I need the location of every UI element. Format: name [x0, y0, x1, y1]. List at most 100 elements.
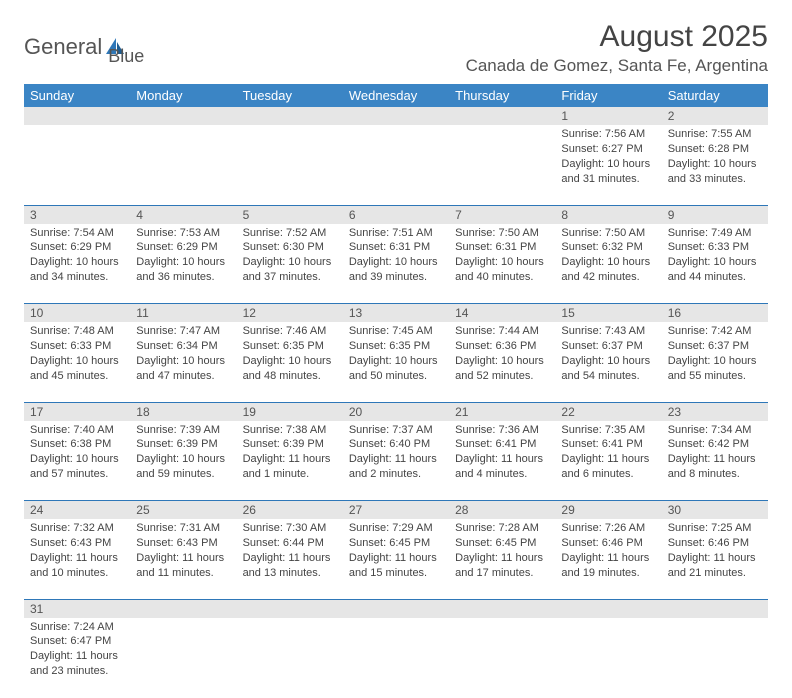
- week-content-row: Sunrise: 7:40 AMSunset: 6:38 PMDaylight:…: [24, 421, 768, 501]
- sunset-line: Sunset: 6:35 PM: [349, 339, 443, 354]
- daynum-cell: 27: [343, 501, 449, 520]
- day-cell: Sunrise: 7:25 AMSunset: 6:46 PMDaylight:…: [662, 519, 768, 599]
- sunset-line: Sunset: 6:42 PM: [668, 437, 762, 452]
- day-number: 25: [130, 501, 236, 519]
- sunset-line: Sunset: 6:32 PM: [561, 240, 655, 255]
- sunrise-line: Sunrise: 7:46 AM: [243, 324, 337, 339]
- sunrise-line: Sunrise: 7:31 AM: [136, 521, 230, 536]
- day-number: 8: [555, 206, 661, 224]
- sunset-line: Sunset: 6:45 PM: [455, 536, 549, 551]
- sunset-line: Sunset: 6:27 PM: [561, 142, 655, 157]
- day-cell: Sunrise: 7:36 AMSunset: 6:41 PMDaylight:…: [449, 421, 555, 501]
- location-subtitle: Canada de Gomez, Santa Fe, Argentina: [466, 56, 768, 76]
- day-cell-body: Sunrise: 7:49 AMSunset: 6:33 PMDaylight:…: [662, 224, 768, 289]
- sunset-line: Sunset: 6:30 PM: [243, 240, 337, 255]
- sunset-line: Sunset: 6:31 PM: [455, 240, 549, 255]
- sunrise-line: Sunrise: 7:48 AM: [30, 324, 124, 339]
- daynum-cell: [237, 599, 343, 618]
- daynum-cell: 21: [449, 402, 555, 421]
- day-cell-body: Sunrise: 7:25 AMSunset: 6:46 PMDaylight:…: [662, 519, 768, 584]
- day-cell: Sunrise: 7:38 AMSunset: 6:39 PMDaylight:…: [237, 421, 343, 501]
- day-cell-body: Sunrise: 7:47 AMSunset: 6:34 PMDaylight:…: [130, 322, 236, 387]
- day-cell: Sunrise: 7:49 AMSunset: 6:33 PMDaylight:…: [662, 224, 768, 304]
- week-daynum-row: 10111213141516: [24, 304, 768, 323]
- day-number: 20: [343, 403, 449, 421]
- daylight-line: Daylight: 10 hours and 31 minutes.: [561, 157, 655, 187]
- sunrise-line: Sunrise: 7:42 AM: [668, 324, 762, 339]
- daylight-line: Daylight: 11 hours and 6 minutes.: [561, 452, 655, 482]
- day-header-row: SundayMondayTuesdayWednesdayThursdayFrid…: [24, 84, 768, 107]
- day-cell-body: Sunrise: 7:46 AMSunset: 6:35 PMDaylight:…: [237, 322, 343, 387]
- day-number: 22: [555, 403, 661, 421]
- sunrise-line: Sunrise: 7:51 AM: [349, 226, 443, 241]
- daynum-cell: 30: [662, 501, 768, 520]
- sunrise-line: Sunrise: 7:45 AM: [349, 324, 443, 339]
- day-number: 16: [662, 304, 768, 322]
- daylight-line: Daylight: 11 hours and 23 minutes.: [30, 649, 124, 679]
- day-cell-body: Sunrise: 7:56 AMSunset: 6:27 PMDaylight:…: [555, 125, 661, 190]
- daynum-cell: 13: [343, 304, 449, 323]
- sunrise-line: Sunrise: 7:32 AM: [30, 521, 124, 536]
- daynum-cell: 5: [237, 205, 343, 224]
- day-cell: Sunrise: 7:44 AMSunset: 6:36 PMDaylight:…: [449, 322, 555, 402]
- daynum-cell: [24, 107, 130, 125]
- day-number: 13: [343, 304, 449, 322]
- day-cell-body: Sunrise: 7:37 AMSunset: 6:40 PMDaylight:…: [343, 421, 449, 486]
- daynum-cell: [449, 599, 555, 618]
- sunrise-line: Sunrise: 7:34 AM: [668, 423, 762, 438]
- sunrise-line: Sunrise: 7:43 AM: [561, 324, 655, 339]
- day-number: 29: [555, 501, 661, 519]
- sunset-line: Sunset: 6:33 PM: [668, 240, 762, 255]
- sunrise-line: Sunrise: 7:52 AM: [243, 226, 337, 241]
- day-cell: [343, 125, 449, 205]
- daylight-line: Daylight: 10 hours and 50 minutes.: [349, 354, 443, 384]
- daynum-cell: 19: [237, 402, 343, 421]
- daylight-line: Daylight: 10 hours and 42 minutes.: [561, 255, 655, 285]
- day-cell: Sunrise: 7:47 AMSunset: 6:34 PMDaylight:…: [130, 322, 236, 402]
- day-cell: [343, 618, 449, 698]
- brand-logo: General Blue: [24, 26, 144, 67]
- daylight-line: Daylight: 10 hours and 33 minutes.: [668, 157, 762, 187]
- daynum-cell: 8: [555, 205, 661, 224]
- sunset-line: Sunset: 6:31 PM: [349, 240, 443, 255]
- sunset-line: Sunset: 6:46 PM: [668, 536, 762, 551]
- day-cell: Sunrise: 7:51 AMSunset: 6:31 PMDaylight:…: [343, 224, 449, 304]
- sunset-line: Sunset: 6:37 PM: [561, 339, 655, 354]
- daylight-line: Daylight: 10 hours and 45 minutes.: [30, 354, 124, 384]
- daylight-line: Daylight: 10 hours and 54 minutes.: [561, 354, 655, 384]
- day-number: 31: [24, 600, 130, 618]
- daylight-line: Daylight: 10 hours and 40 minutes.: [455, 255, 549, 285]
- sunrise-line: Sunrise: 7:53 AM: [136, 226, 230, 241]
- day-cell: Sunrise: 7:55 AMSunset: 6:28 PMDaylight:…: [662, 125, 768, 205]
- daynum-cell: 18: [130, 402, 236, 421]
- day-cell: [24, 125, 130, 205]
- week-content-row: Sunrise: 7:54 AMSunset: 6:29 PM Daylight:…: [24, 224, 768, 304]
- day-cell: Sunrise: 7:52 AMSunset: 6:30 PMDaylight:…: [237, 224, 343, 304]
- sunrise-line: Sunrise: 7:54 AM: [30, 226, 124, 241]
- sunrise-line: Sunrise: 7:38 AM: [243, 423, 337, 438]
- daynum-cell: 29: [555, 501, 661, 520]
- sunset-line: Sunset: 6:29 PM: [30, 240, 124, 255]
- week-content-row: Sunrise: 7:56 AMSunset: 6:27 PMDaylight:…: [24, 125, 768, 205]
- daynum-cell: 31: [24, 599, 130, 618]
- daylight-line: Daylight: 10 hours and 55 minutes.: [668, 354, 762, 384]
- daynum-cell: [130, 107, 236, 125]
- sunset-line: Sunset: 6:33 PM: [30, 339, 124, 354]
- day-number: 30: [662, 501, 768, 519]
- sunset-line: Sunset: 6:34 PM: [136, 339, 230, 354]
- day-number: 28: [449, 501, 555, 519]
- daylight-line: Daylight: 10 hours and 59 minutes.: [136, 452, 230, 482]
- day-cell: Sunrise: 7:39 AMSunset: 6:39 PMDaylight:…: [130, 421, 236, 501]
- sunrise-line: Sunrise: 7:50 AM: [455, 226, 549, 241]
- day-cell-body: Sunrise: 7:26 AMSunset: 6:46 PMDaylight:…: [555, 519, 661, 584]
- week-daynum-row: 12: [24, 107, 768, 125]
- daylight-line: Daylight: 11 hours and 13 minutes.: [243, 551, 337, 581]
- day-header: Wednesday: [343, 84, 449, 107]
- daynum-cell: 16: [662, 304, 768, 323]
- sunset-line: Sunset: 6:37 PM: [668, 339, 762, 354]
- day-number: 27: [343, 501, 449, 519]
- daynum-cell: 15: [555, 304, 661, 323]
- sunset-line: Sunset: 6:44 PM: [243, 536, 337, 551]
- day-number: 14: [449, 304, 555, 322]
- sunrise-line: Sunrise: 7:29 AM: [349, 521, 443, 536]
